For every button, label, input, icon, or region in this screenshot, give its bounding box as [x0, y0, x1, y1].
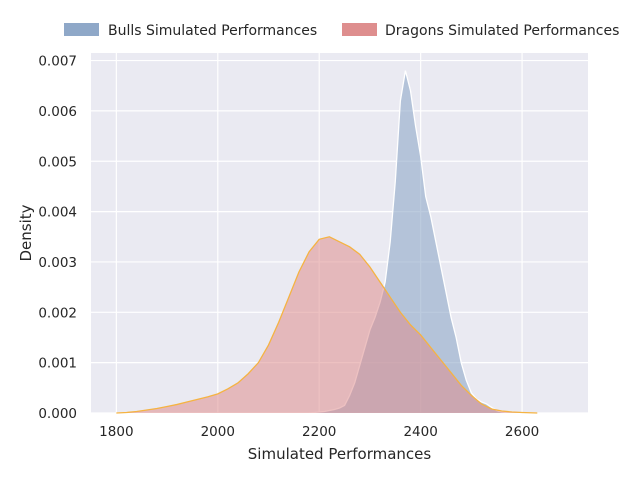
y-axis-title: Density [17, 204, 35, 261]
legend-swatch-dragons [342, 23, 377, 36]
legend-item-bulls: Bulls Simulated Performances [64, 23, 317, 39]
series-layer [116, 70, 538, 414]
legend-label-dragons: Dragons Simulated Performances [385, 23, 619, 39]
density-area-dragons [116, 236, 538, 413]
density-line-dragons [116, 236, 538, 414]
x-tick-label: 2400 [403, 424, 437, 440]
x-tick-label: 2000 [201, 424, 235, 440]
x-tick-label: 2600 [505, 424, 539, 440]
y-axis-ticks: 0.000 0.001 0.002 0.003 0.004 0.005 0.006 0.007 [38, 54, 77, 422]
x-tick-label: 1800 [99, 424, 133, 440]
x-axis-ticks: 1800 2000 2200 2400 2600 [99, 424, 539, 440]
y-tick-label: 0.007 [38, 54, 77, 70]
x-axis-title: Simulated Performances [248, 445, 432, 463]
y-tick-label: 0.005 [38, 154, 77, 170]
y-tick-label: 0.006 [38, 104, 77, 120]
y-tick-label: 0.001 [38, 356, 77, 372]
grid-lines [91, 53, 588, 414]
legend-label-bulls: Bulls Simulated Performances [108, 23, 317, 39]
legend-item-dragons: Dragons Simulated Performances [342, 23, 619, 39]
y-tick-label: 0.003 [38, 255, 77, 271]
legend-swatch-bulls [64, 23, 99, 36]
y-tick-label: 0.002 [38, 305, 77, 321]
legend: Bulls Simulated Performances Dragons Sim… [64, 23, 619, 39]
y-tick-label: 0.000 [38, 406, 77, 422]
y-tick-label: 0.004 [38, 205, 77, 221]
density-area-bulls [309, 70, 512, 414]
x-tick-label: 2200 [302, 424, 336, 440]
